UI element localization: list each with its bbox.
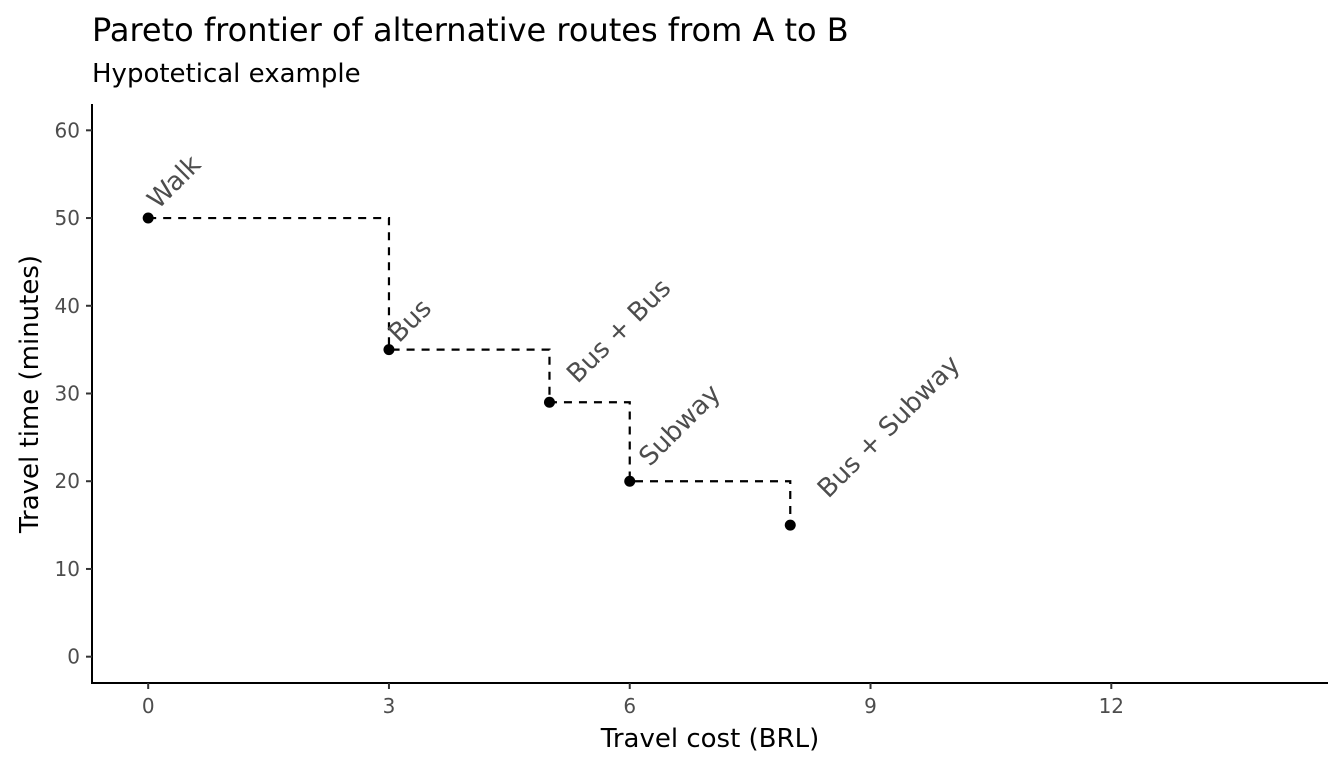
plot-area: 0 10 20 30 40 50 60 0 3 6 9 12 Walk Bus Bus + BusSubwa… bbox=[55, 104, 1328, 718]
y-tick-label: 50 bbox=[55, 206, 80, 230]
x-tick-label: 6 bbox=[623, 694, 636, 718]
data-point bbox=[142, 212, 154, 224]
x-tick-label: 0 bbox=[142, 694, 155, 718]
y-tick-label: 60 bbox=[55, 118, 80, 142]
point-label: Bus bbox=[383, 294, 438, 349]
data-point bbox=[624, 475, 636, 487]
point-label: Subway bbox=[633, 379, 726, 472]
x-tick-label: 9 bbox=[864, 694, 877, 718]
y-tick-label: 40 bbox=[55, 294, 80, 318]
data-point bbox=[383, 344, 395, 356]
point-label: Walk bbox=[142, 150, 207, 215]
x-axis-title: Travel cost (BRL) bbox=[600, 724, 819, 754]
chart-subtitle: Hypotetical example bbox=[92, 59, 361, 89]
point-label: Bus + Bus bbox=[561, 273, 677, 389]
y-axis-title: Travel time (minutes) bbox=[15, 255, 45, 534]
point-label: Bus + Subway bbox=[812, 350, 966, 504]
x-tick-label: 3 bbox=[383, 694, 396, 718]
data-point bbox=[543, 396, 555, 408]
pareto-step-line bbox=[148, 216, 792, 526]
y-tick-label: 30 bbox=[55, 382, 80, 406]
chart-title: Pareto frontier of alternative routes fr… bbox=[92, 11, 849, 49]
y-tick-label: 0 bbox=[67, 645, 80, 669]
y-tick-label: 10 bbox=[55, 557, 80, 581]
y-tick-label: 20 bbox=[55, 469, 80, 493]
data-point bbox=[784, 519, 796, 531]
x-tick-label: 12 bbox=[1099, 694, 1124, 718]
